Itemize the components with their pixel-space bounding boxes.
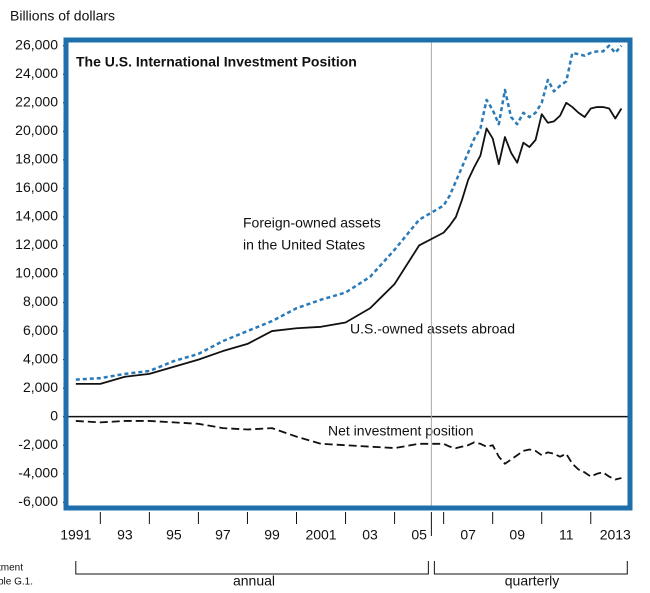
period-bracket xyxy=(433,561,628,575)
y-tick-label: 20,000 xyxy=(15,122,58,138)
x-tick-label: 09 xyxy=(509,527,525,543)
y-tick-label: 22,000 xyxy=(15,93,58,109)
x-tick-label: 05 xyxy=(411,527,427,543)
series-line xyxy=(75,44,623,381)
x-tick-label: 97 xyxy=(215,527,231,543)
y-tick-label: 24,000 xyxy=(15,65,58,81)
y-tick-label: 8,000 xyxy=(23,293,58,309)
y-tick-label: 12,000 xyxy=(15,236,58,252)
y-tick-label: 18,000 xyxy=(15,151,58,167)
annotation: U.S.-owned assets abroad xyxy=(350,321,515,337)
annotation: Net investment position xyxy=(328,423,474,439)
period-bracket xyxy=(75,561,429,575)
y-tick-label: -2,000 xyxy=(18,436,58,452)
x-tick-label: 2013 xyxy=(600,527,631,543)
y-tick-label: 16,000 xyxy=(15,179,58,195)
y-axis-label: Billions of dollars xyxy=(10,8,115,24)
source-note: tment xyxy=(0,563,23,574)
y-tick-label: 26,000 xyxy=(15,36,58,52)
plot-frame xyxy=(63,37,633,511)
y-tick-label: -6,000 xyxy=(18,493,58,509)
x-tick-label: 99 xyxy=(264,527,280,543)
series-line xyxy=(75,420,622,481)
chart-title: The U.S. International Investment Positi… xyxy=(76,54,357,70)
y-tick-label: 4,000 xyxy=(23,350,58,366)
x-tick-label: 03 xyxy=(362,527,378,543)
series-line xyxy=(75,101,623,385)
x-tick-label: 95 xyxy=(166,527,182,543)
y-tick-label: -4,000 xyxy=(18,464,58,480)
x-tick-label: 11 xyxy=(559,527,574,543)
annotation: in the United States xyxy=(243,237,365,253)
x-tick-label: 2001 xyxy=(305,527,336,543)
y-tick-label: 10,000 xyxy=(15,265,58,281)
source-note: ble G.1. xyxy=(0,577,33,588)
annotation: Foreign-owned assets xyxy=(243,215,381,231)
x-tick-label: 07 xyxy=(460,527,476,543)
x-tick-label: 1991 xyxy=(60,527,91,543)
period-label: quarterly xyxy=(505,573,559,589)
x-tick-label: 93 xyxy=(117,527,133,543)
y-tick-label: 6,000 xyxy=(23,322,58,338)
period-label: annual xyxy=(233,573,275,589)
y-tick-label: 2,000 xyxy=(23,379,58,395)
y-tick-label: 14,000 xyxy=(15,208,58,224)
y-tick-label: 0 xyxy=(50,407,58,423)
